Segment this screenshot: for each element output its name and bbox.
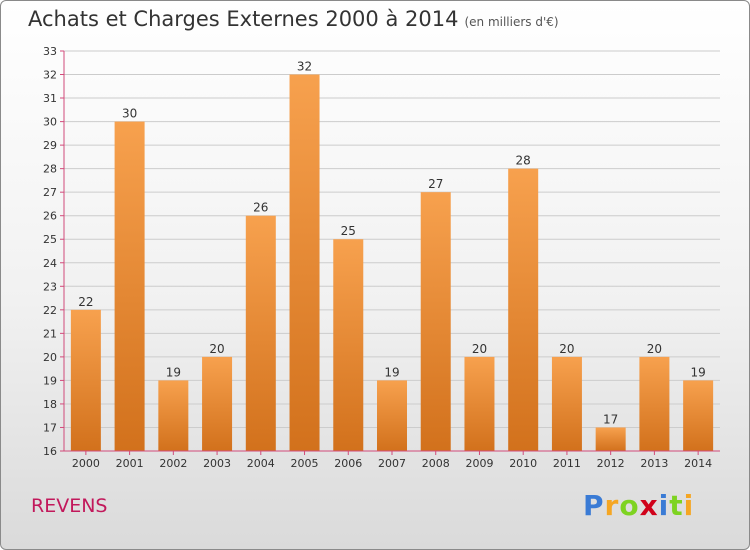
logo-letter: i (683, 489, 695, 522)
y-tick-label: 29 (43, 139, 57, 152)
bar (70, 309, 101, 451)
bar (289, 74, 320, 451)
x-tick-label: 2000 (72, 457, 100, 470)
data-label: 17 (603, 412, 618, 426)
x-tick-label: 2008 (422, 457, 450, 470)
bar (639, 356, 670, 451)
data-label: 20 (472, 342, 487, 356)
bar (595, 427, 626, 451)
x-tick-label: 2010 (509, 457, 537, 470)
logo-letter: r (604, 489, 620, 522)
x-tick-label: 2001 (116, 457, 144, 470)
y-axis-ticks: 16 17 18 19 20 21 22 23 24 25 26 27 28 29 30 31 32 33 (43, 45, 64, 458)
data-labels: 22 30 19 20 26 32 25 19 27 20 28 20 17 20 19 (78, 60, 706, 427)
y-tick-label: 22 (43, 304, 57, 317)
logo-letter: x (639, 489, 659, 522)
bar (420, 192, 451, 452)
chart-title: Achats et Charges Externes 2000 à 2014 (e… (28, 7, 559, 31)
y-tick-label: 32 (43, 69, 57, 82)
x-tick-label: 2003 (203, 457, 231, 470)
logo-letter: i (658, 489, 670, 522)
y-tick-label: 31 (43, 92, 57, 105)
y-tick-label: 24 (43, 257, 57, 270)
bar (377, 380, 407, 451)
y-tick-label: 26 (43, 210, 57, 223)
bar (464, 356, 495, 451)
y-tick-label: 25 (43, 233, 57, 246)
axes (63, 51, 720, 452)
bar (508, 168, 539, 451)
bar (158, 380, 189, 451)
x-tick-label: 2014 (684, 457, 712, 470)
data-label: 26 (253, 201, 268, 215)
data-label: 20 (209, 342, 224, 356)
y-tick-label: 23 (43, 280, 57, 293)
data-label: 30 (122, 107, 137, 121)
y-tick-label: 20 (43, 351, 57, 364)
y-tick-label: 18 (43, 398, 57, 411)
bar (683, 380, 714, 451)
data-label: 25 (341, 224, 356, 238)
x-tick-label: 2006 (334, 457, 362, 470)
data-label: 19 (690, 365, 705, 379)
logo-letter: P (583, 489, 605, 522)
data-label: 32 (297, 60, 312, 74)
bar (333, 239, 364, 451)
bar (114, 121, 145, 452)
y-tick-label: 33 (43, 45, 57, 58)
y-tick-label: 28 (43, 163, 57, 176)
y-tick-label: 19 (43, 374, 57, 387)
chart-title-text: Achats et Charges Externes 2000 à 2014 (28, 7, 459, 31)
y-tick-label: 21 (43, 327, 57, 340)
proxiti-logo[interactable]: Proxiti (583, 489, 694, 522)
x-tick-label: 2013 (640, 457, 668, 470)
data-label: 20 (647, 342, 662, 356)
data-label: 27 (428, 177, 443, 191)
location-name: REVENS (31, 495, 108, 517)
x-tick-label: 2005 (291, 457, 319, 470)
bar (245, 215, 276, 451)
bar (551, 356, 582, 451)
data-label: 22 (78, 295, 93, 309)
x-axis-ticks: 2000 2001 2002 2003 2004 2005 2006 2007 2008 2009… (72, 451, 712, 470)
y-tick-label: 27 (43, 186, 57, 199)
logo-letter: o (619, 489, 640, 522)
data-label: 28 (516, 154, 531, 168)
bar (202, 356, 233, 451)
data-label: 19 (166, 365, 181, 379)
chart-subtitle: (en milliers d'€) (464, 15, 559, 29)
x-tick-label: 2002 (159, 457, 187, 470)
x-tick-label: 2004 (247, 457, 275, 470)
bars (70, 74, 714, 452)
y-tick-label: 17 (43, 421, 57, 434)
x-tick-label: 2012 (597, 457, 625, 470)
data-label: 19 (384, 365, 399, 379)
y-tick-label: 30 (43, 116, 57, 129)
x-tick-label: 2007 (378, 457, 406, 470)
x-tick-label: 2009 (465, 457, 493, 470)
x-tick-label: 2011 (553, 457, 581, 470)
data-label: 20 (559, 342, 574, 356)
y-tick-label: 16 (43, 445, 57, 458)
logo-letter: t (669, 489, 684, 522)
